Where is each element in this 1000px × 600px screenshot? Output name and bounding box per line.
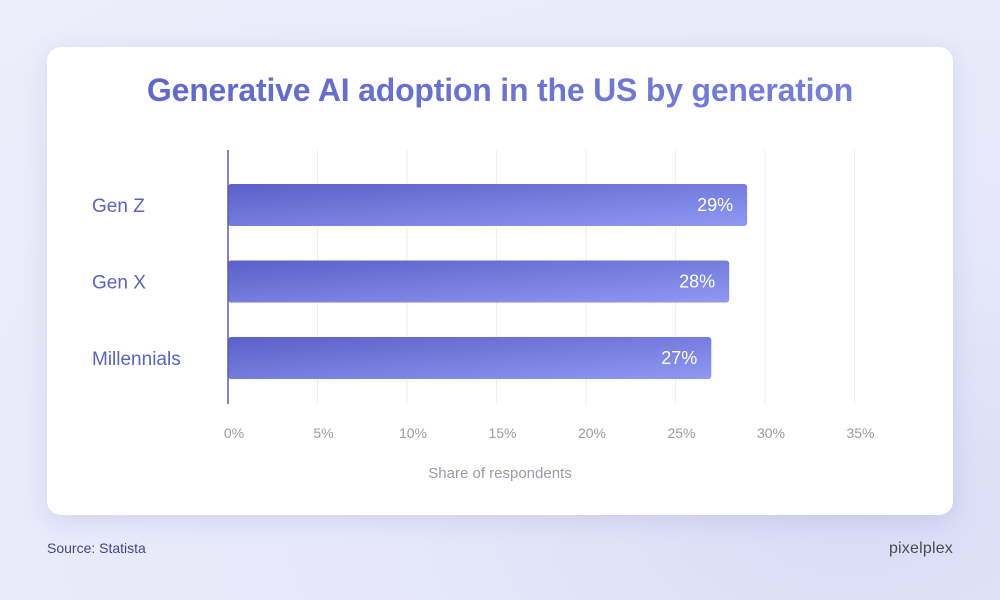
- bar-gen-z: [228, 184, 748, 226]
- x-tick-label: 35%: [846, 425, 874, 441]
- category-label: Gen X: [92, 273, 146, 294]
- category-label: Millennials: [92, 349, 181, 370]
- source-note: Source: Statista: [47, 540, 146, 556]
- bar-value-label: 27%: [661, 348, 697, 368]
- bars: 29% Gen Z 28% Gen X 27% Millennials: [92, 184, 748, 379]
- x-tick-label: 20%: [578, 425, 606, 441]
- x-axis-ticks: 0% 5% 10% 15% 20% 25% 30% 35%: [224, 425, 875, 441]
- x-tick-label: 0%: [224, 425, 244, 441]
- brand-logo: pixelplex: [888, 540, 953, 557]
- bar-gen-x: [228, 260, 730, 303]
- x-tick-label: 15%: [488, 425, 516, 441]
- x-tick-label: 10%: [399, 425, 427, 441]
- bar-value-label: 28%: [679, 272, 715, 292]
- x-tick-label: 5%: [313, 425, 333, 441]
- x-tick-label: 30%: [757, 425, 785, 441]
- category-label: Gen Z: [92, 196, 145, 217]
- bar-millennials: [228, 337, 712, 379]
- x-axis-title: Share of respondents: [428, 465, 571, 482]
- x-tick-label: 25%: [667, 425, 695, 441]
- chart-title: Generative AI adoption in the US by gene…: [0, 72, 1000, 109]
- bar-value-label: 29%: [697, 195, 733, 215]
